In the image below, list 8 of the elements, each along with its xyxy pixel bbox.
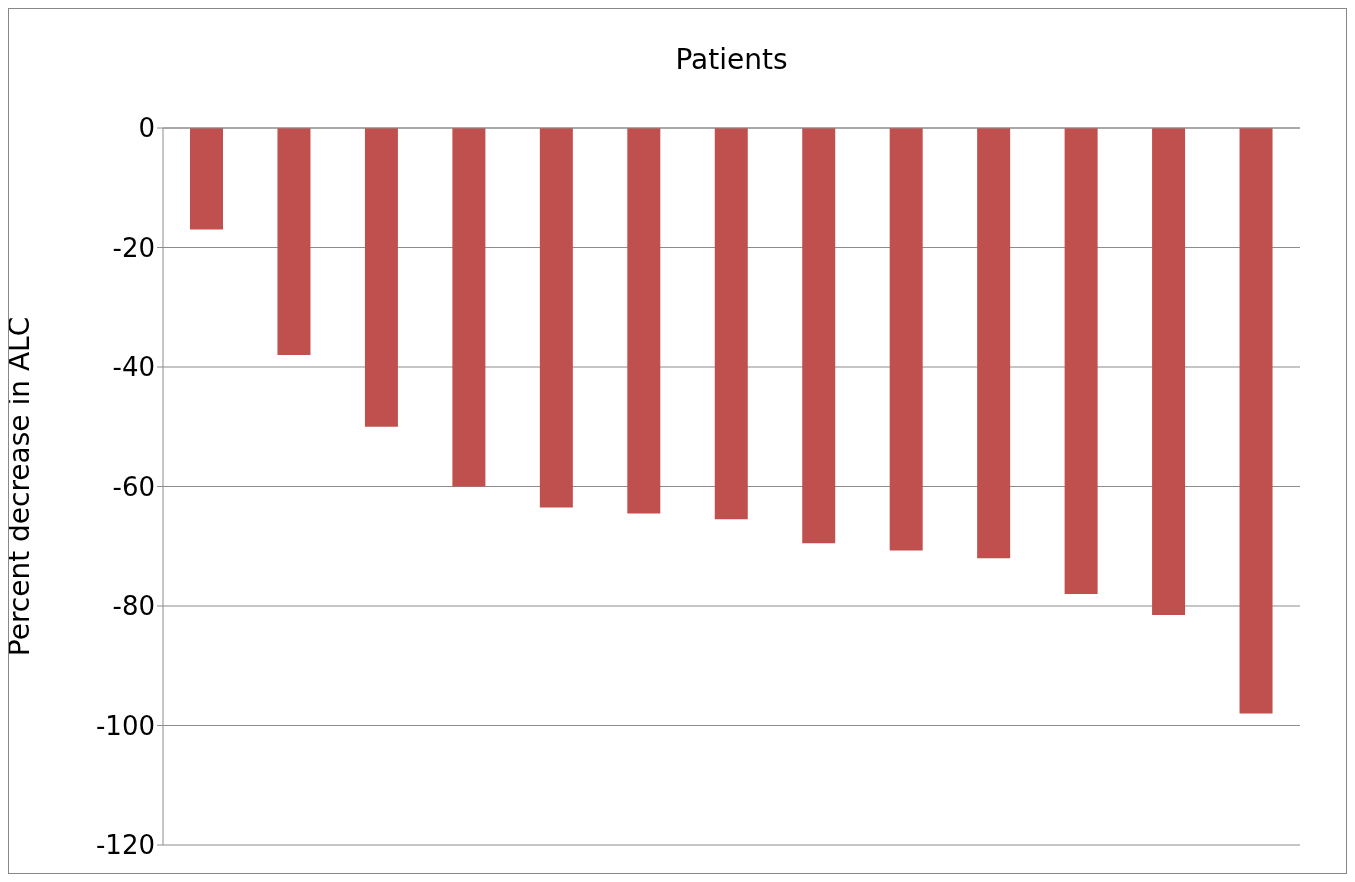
y-tick-label: -20 xyxy=(112,232,155,263)
y-tick-label: -80 xyxy=(112,591,155,622)
x-axis-title: Patients xyxy=(675,42,788,76)
y-tick-label: -60 xyxy=(112,471,155,502)
y-tick-label: -120 xyxy=(95,830,155,861)
y-tick-label: 0 xyxy=(138,113,155,144)
y-tick-label: -100 xyxy=(95,710,155,741)
y-tick-label: -40 xyxy=(112,352,155,383)
